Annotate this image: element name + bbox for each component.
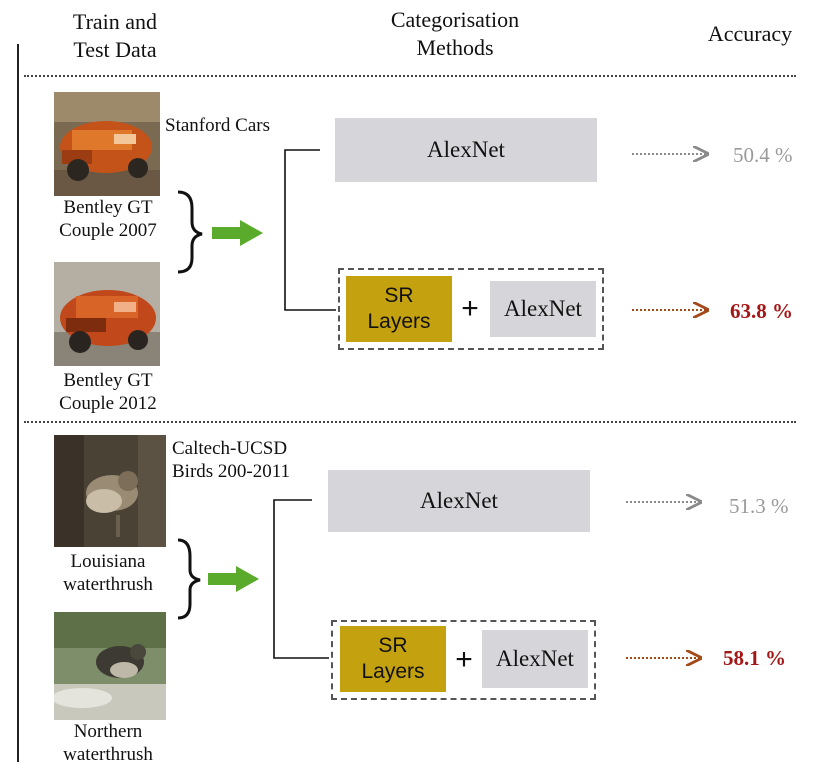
sr-layers-box-2-line2: Layers [361,660,425,683]
green-arrow-1 [212,220,263,246]
dataset-label-caltech-birds: Caltech-UCSD Birds 200-2011 [172,437,290,483]
alexnet-baseline-box-1: AlexNet [335,118,597,182]
accuracy-combined-1: 63.8 % [730,299,793,323]
accuracy-baseline-1: 50.4 % [733,143,793,167]
alexnet-combined-box-2: AlexNet [482,630,588,688]
bird-image-louisiana [54,435,166,547]
bracket-2 [273,499,329,659]
accuracy-baseline-2: 51.3 % [729,494,789,518]
left-rule [17,44,19,762]
bracket-1 [284,149,336,311]
car-caption-2007-line1: Bentley GT [63,197,153,218]
sr-layers-box-2: SR Layers [340,626,446,692]
green-arrow-2 [208,566,259,592]
sr-alexnet-frame-2 [331,620,596,700]
car-image-2012-art [54,262,160,366]
curly-brace-2 [177,538,201,620]
dataset-label-caltech-birds-line2: Birds 200-2011 [172,461,291,482]
alexnet-baseline-box-2: AlexNet [328,470,590,532]
accuracy-combined-2: 58.1 % [723,646,786,670]
dataset-label-caltech-birds-line1: Caltech-UCSD [172,438,288,459]
sr-layers-box-1-line1: SR [384,284,414,307]
car-caption-2007: Bentley GT Couple 2007 [38,196,178,242]
dataset-label-stanford-cars: Stanford Cars [165,115,271,136]
header-methods: Categorisation Methods [365,6,545,62]
bird-caption-louisiana-line2: waterthrush [63,574,153,595]
separator-top [24,75,796,77]
bird-image-northern [54,612,166,720]
sr-layers-box-1: SR Layers [346,276,452,342]
car-caption-2012-line1: Bentley GT [63,370,153,391]
bird-image-northern-art [54,612,166,720]
bird-image-louisiana-art [54,435,166,547]
car-caption-2012-line2: Couple 2012 [59,393,157,414]
bird-caption-northern-line1: Northern [73,721,143,742]
plus-sign-2: + [455,643,473,676]
car-image-2007 [54,92,160,196]
car-caption-2012: Bentley GT Couple 2012 [38,369,178,415]
header-train-test-line1: Train and [72,9,158,34]
bird-caption-northern-line2: waterthrush [63,744,153,765]
plus-sign-1: + [461,292,479,325]
bird-caption-northern: Northern waterthrush [38,720,178,766]
curly-brace-1 [177,190,203,274]
sr-alexnet-frame-1 [338,268,604,350]
alexnet-combined-box-1: AlexNet [490,281,596,337]
header-accuracy: Accuracy [707,21,793,46]
header-train-test-line2: Test Data [73,37,157,62]
bird-caption-louisiana-line1: Louisiana [70,551,146,572]
car-caption-2007-line2: Couple 2007 [59,220,157,241]
car-image-2007-art [54,92,160,196]
bird-caption-louisiana: Louisiana waterthrush [38,550,178,596]
car-image-2012 [54,262,160,366]
sr-layers-box-2-line1: SR [378,634,408,657]
header-methods-line2: Methods [416,35,494,60]
header-methods-line1: Categorisation [390,7,520,32]
separator-middle [24,421,796,423]
sr-layers-box-1-line2: Layers [367,310,431,333]
header-train-test: Train and Test Data [40,8,190,64]
